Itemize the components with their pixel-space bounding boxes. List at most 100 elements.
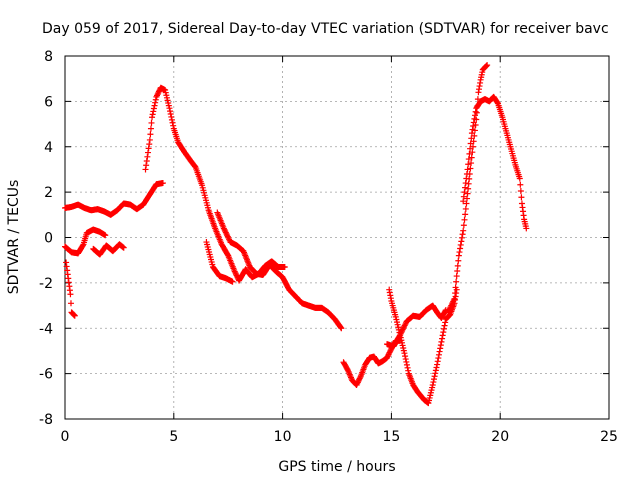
data-point: [471, 115, 478, 122]
data-point: [79, 242, 86, 249]
data-point: [444, 309, 451, 316]
data-point: [450, 297, 457, 304]
data-point: [440, 325, 447, 332]
data-point: [518, 194, 525, 201]
data-point: [229, 278, 236, 285]
x-tick-label: 0: [61, 429, 70, 445]
data-point: [461, 189, 468, 196]
data-point: [143, 158, 150, 165]
series-5: [203, 239, 236, 285]
grid-lines: [65, 56, 609, 419]
data-point: [149, 114, 156, 121]
data-point: [224, 251, 231, 258]
y-tick-label: 4: [44, 140, 53, 156]
data-point: [452, 290, 459, 297]
data-point: [357, 374, 364, 381]
data-point: [484, 62, 491, 69]
data-point: [152, 96, 159, 103]
data-point: [438, 338, 445, 345]
data-point: [221, 226, 228, 233]
data-point: [159, 180, 166, 187]
series-9: [386, 286, 460, 407]
data-point: [146, 141, 153, 148]
data-point: [150, 105, 157, 112]
data-point: [225, 234, 232, 241]
data-point: [429, 381, 436, 388]
data-point: [401, 323, 408, 330]
data-point: [516, 175, 523, 182]
data-point: [169, 119, 176, 126]
data-point: [446, 305, 453, 312]
data-point: [445, 308, 452, 315]
data-point: [191, 163, 198, 170]
data-point: [449, 299, 456, 306]
x-tick-label: 25: [600, 429, 618, 445]
data-point: [463, 175, 470, 182]
data-point: [462, 180, 469, 187]
data-point: [402, 321, 409, 328]
data-point: [467, 165, 474, 172]
data-point: [459, 231, 466, 238]
data-point: [403, 358, 410, 365]
data-point: [432, 367, 439, 374]
y-tick-label: 0: [44, 231, 53, 247]
data-point: [453, 278, 460, 285]
data-point: [523, 225, 530, 232]
data-point: [144, 153, 151, 160]
x-tick-label: 5: [169, 429, 178, 445]
data-point: [146, 136, 153, 143]
data-point: [448, 302, 455, 309]
data-point: [144, 149, 151, 156]
data-point: [441, 322, 448, 329]
data-point: [462, 184, 469, 191]
data-point: [148, 119, 155, 126]
data-point: [120, 244, 127, 251]
x-tick-label: 15: [382, 429, 400, 445]
data-point: [470, 123, 477, 130]
data-point: [147, 131, 154, 138]
data-point: [431, 373, 438, 380]
data-point: [463, 170, 470, 177]
data-point: [450, 298, 457, 305]
series-0: [62, 180, 166, 218]
data-point: [281, 263, 288, 270]
y-tick-label: -4: [39, 321, 53, 337]
data-point: [517, 187, 524, 194]
data-point: [472, 112, 479, 119]
y-tick-label: 6: [44, 94, 53, 110]
data-point: [437, 345, 444, 352]
data-point: [434, 361, 441, 368]
data-point: [145, 145, 152, 152]
data-point: [466, 150, 473, 157]
data-point: [460, 193, 467, 200]
data-point: [405, 367, 412, 374]
data-point: [167, 111, 174, 118]
data-point: [222, 228, 229, 235]
data-point: [460, 222, 467, 229]
series-2: [90, 241, 127, 258]
data-point: [147, 125, 154, 132]
data-point: [457, 241, 464, 248]
data-point: [149, 111, 156, 118]
data-point: [433, 364, 440, 371]
data-point: [460, 227, 467, 234]
data-point: [220, 225, 227, 232]
data-point: [452, 284, 459, 291]
data-point: [401, 350, 408, 357]
data-point: [71, 312, 78, 319]
axis-ticks: [64, 55, 610, 420]
data-point: [402, 353, 409, 360]
data-point: [446, 306, 453, 313]
data-point: [468, 135, 475, 142]
data-point: [467, 140, 474, 147]
data-point: [168, 113, 175, 120]
data-point: [435, 351, 442, 358]
data-point: [401, 322, 408, 329]
data-point: [469, 126, 476, 133]
data-point: [437, 342, 444, 349]
data-point: [457, 245, 464, 252]
data-point: [435, 355, 442, 362]
data-point: [462, 211, 469, 218]
data-point: [455, 257, 462, 264]
